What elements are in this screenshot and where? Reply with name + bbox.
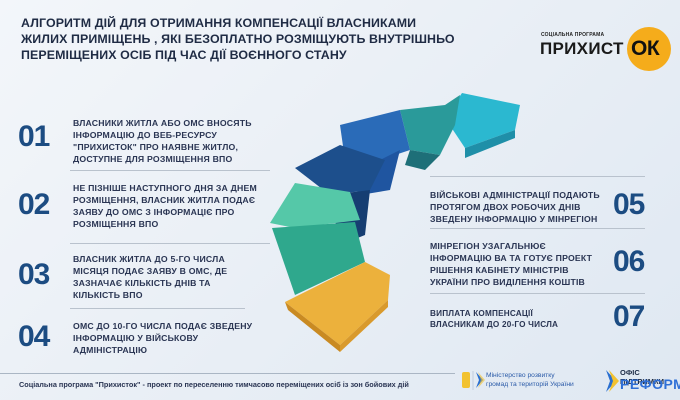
chevron-icon bbox=[606, 370, 619, 392]
step-number: 03 bbox=[18, 258, 50, 291]
step-number: 07 bbox=[613, 300, 645, 333]
reform-label: РЕФОРМ bbox=[620, 376, 680, 392]
page-title: АЛГОРИТМ ДІЙ ДЛЯ ОТРИМАННЯ КОМПЕНСАЦІЇ В… bbox=[21, 16, 455, 62]
step-text: МІНРЕГІОН УЗАГАЛЬНЮЄ ІНФОРМАЦІЮ ВА ТА ГО… bbox=[430, 241, 593, 287]
logo-circle bbox=[627, 27, 671, 71]
divider bbox=[430, 293, 645, 294]
step-text: ВЛАСНИК ЖИТЛА ДО 5-ГО ЧИСЛА МІСЯЦЯ ПОДАЄ… bbox=[73, 254, 228, 300]
step-number: 04 bbox=[18, 320, 50, 353]
logo-wordmark: ПРИХИСТ bbox=[540, 39, 624, 58]
step-text: ОМС ДО 10-ГО ЧИСЛА ПОДАЄ ЗВЕДЕНУ ІНФОРМА… bbox=[73, 321, 253, 355]
step-number: 06 bbox=[613, 245, 645, 278]
divider bbox=[430, 176, 645, 177]
divider bbox=[70, 243, 270, 244]
prykhystok-logo: СОЦІАЛЬНА ПРОГРАМА ПРИХИСТ ОК bbox=[540, 25, 680, 75]
divider bbox=[70, 170, 270, 171]
step-text: ВЛАСНИКИ ЖИТЛА АБО ОМС ВНОСЯТЬ ІНФОРМАЦІ… bbox=[73, 118, 252, 164]
step-text: НЕ ПІЗНІШЕ НАСТУПНОГО ДНЯ ЗА ДНЕМ РОЗМІЩ… bbox=[73, 183, 257, 229]
divider bbox=[430, 228, 645, 229]
ministry-logo: Міністерство розвитку громад та територі… bbox=[458, 366, 578, 396]
footer-divider bbox=[0, 373, 455, 374]
step-number: 05 bbox=[613, 188, 645, 221]
step-number: 01 bbox=[18, 120, 50, 153]
logo-ok: ОК bbox=[631, 37, 660, 60]
ministry-name: Міністерство розвитку громад та територі… bbox=[486, 372, 574, 388]
divider bbox=[70, 308, 245, 309]
step-text: ВИПЛАТА КОМПЕНСАЦІЇ ВЛАСНИКАМ ДО 20-ГО Ч… bbox=[430, 309, 559, 329]
step-text: ВІЙСЬКОВІ АДМІНІСТРАЦІЇ ПОДАЮТЬ ПРОТЯГОМ… bbox=[430, 190, 600, 224]
reform-office-label: ОФІС ПІДТРИМКИ bbox=[620, 368, 665, 386]
footer-text: Соціальна програма "Прихисток" - проект … bbox=[19, 380, 409, 389]
step-number: 02 bbox=[18, 188, 50, 221]
logo-subtitle: СОЦІАЛЬНА ПРОГРАМА bbox=[541, 32, 605, 38]
reform-office-logo: ОФІС ПІДТРИМКИ РЕФОРМ bbox=[604, 366, 680, 396]
trident-chevron-icon bbox=[462, 371, 485, 390]
